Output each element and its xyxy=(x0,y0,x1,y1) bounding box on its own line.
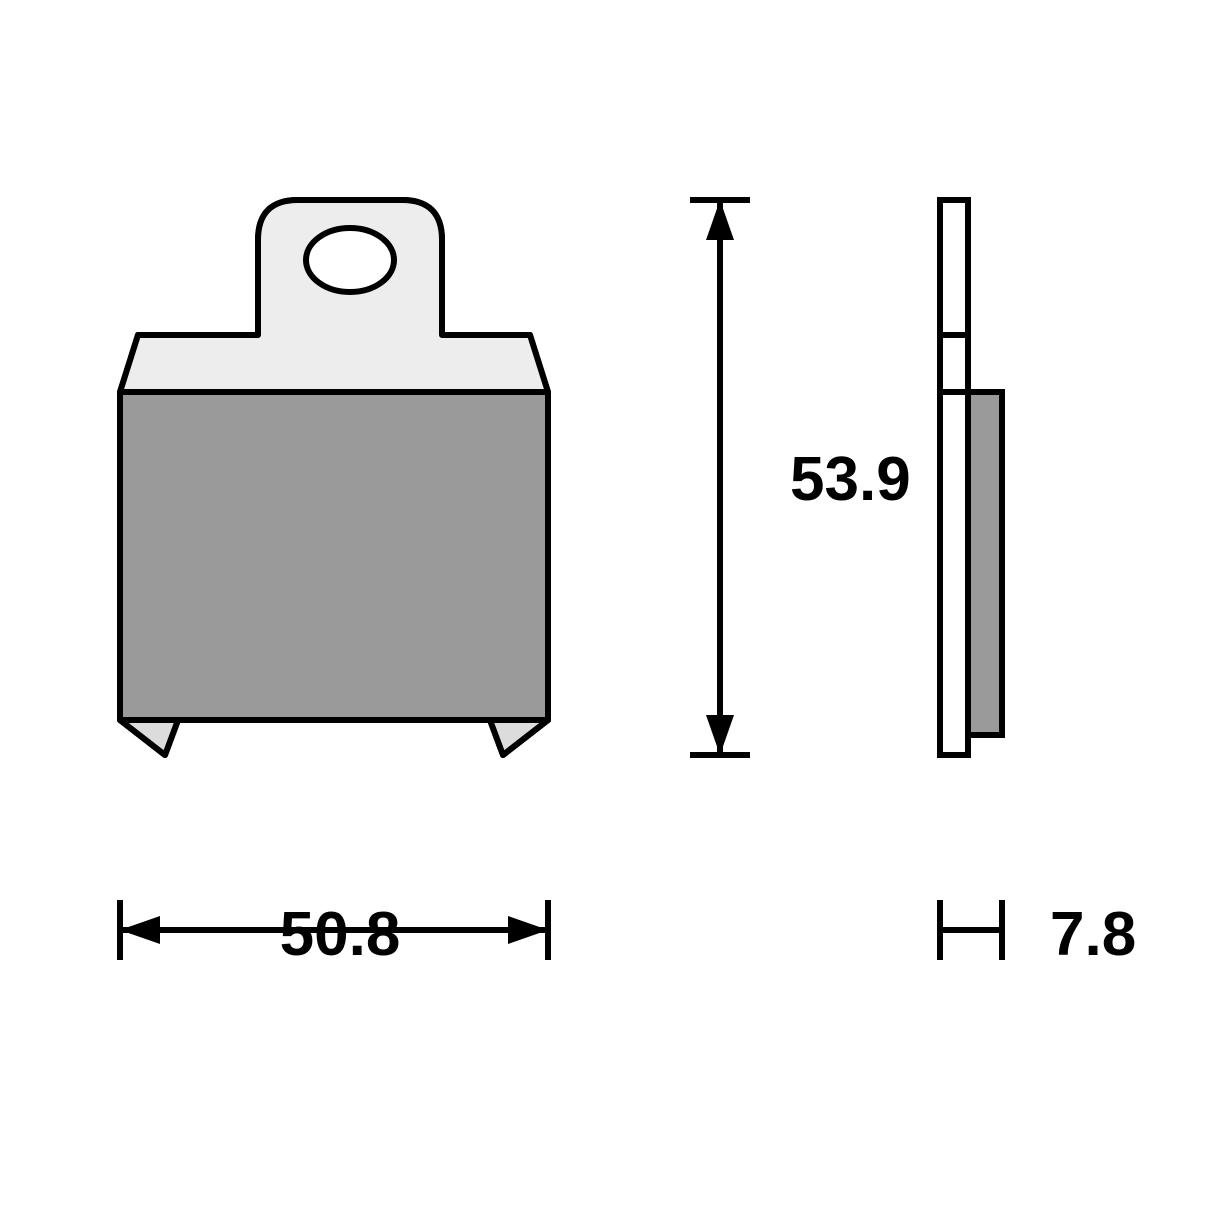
dim-height-label: 53.9 xyxy=(790,445,911,514)
side-view xyxy=(940,200,1002,755)
side-friction-layer xyxy=(968,392,1002,735)
dim-thickness xyxy=(940,900,1002,960)
friction-insert xyxy=(120,392,548,755)
bottom-left-tri xyxy=(120,720,178,755)
brake-pad-dimension-diagram: 50.8 53.9 7.8 xyxy=(0,0,1214,1214)
mounting-hole xyxy=(306,228,394,292)
dim-thickness-label: 7.8 xyxy=(1050,900,1136,969)
front-view xyxy=(120,200,548,755)
bottom-right-tri xyxy=(490,720,548,755)
dim-width-label: 50.8 xyxy=(280,900,401,969)
dim-height xyxy=(690,200,750,755)
side-back-plate xyxy=(940,200,968,755)
